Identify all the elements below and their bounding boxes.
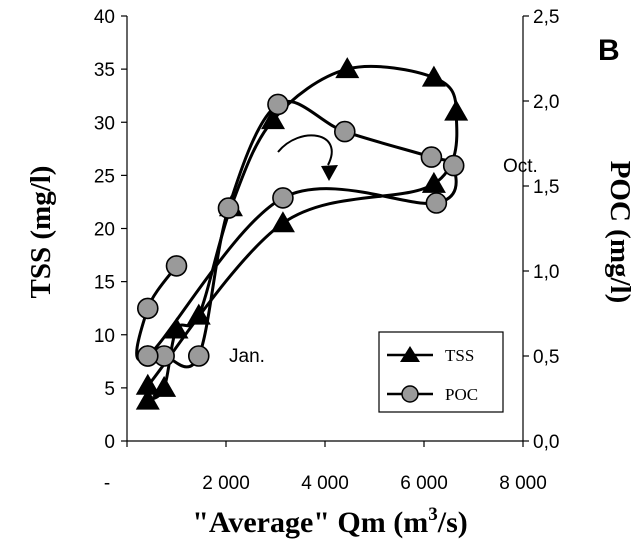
annotation-jan: Jan. xyxy=(229,346,265,367)
y-left-tick-label: 40 xyxy=(94,7,115,28)
point-tss xyxy=(152,375,177,397)
ticks: 0 5 10 15 20 25 30 35 40 0,0 0,5 1,0 1,5 2,0 2,5 - 2 000… xyxy=(94,7,560,494)
point-tss xyxy=(186,303,211,325)
y-axis-right-title: POC (mg/l) xyxy=(604,161,636,304)
curved-arrow-path xyxy=(277,134,333,166)
point-poc xyxy=(217,197,240,219)
panel-label: B xyxy=(598,34,620,67)
x-axis-title-tail: /s) xyxy=(437,506,468,539)
y-right-tick-label: 2,5 xyxy=(533,7,559,28)
y-left-tick-label: 0 xyxy=(104,432,115,453)
y-axis-left-title: TSS (mg/l) xyxy=(25,166,57,299)
curved-arrow-head xyxy=(321,165,338,181)
point-poc xyxy=(333,120,356,143)
point-tss xyxy=(135,373,160,395)
point-tss xyxy=(335,57,360,79)
y-left-tick-label: 35 xyxy=(94,60,115,81)
x-tick-label: 2 000 xyxy=(202,473,250,494)
x-axis-title-main: "Average" Qm (m xyxy=(192,506,428,539)
point-tss xyxy=(270,211,295,233)
x-axis-title: "Average" Qm (m3/s) xyxy=(192,504,468,539)
point-tss xyxy=(421,171,446,193)
y-right-tick-label: 0,5 xyxy=(533,347,559,368)
x-tick-label: 6 000 xyxy=(400,473,448,494)
y-right-tick-label: 0,0 xyxy=(533,432,559,453)
y-left-tick-label: 5 xyxy=(104,379,115,400)
legend-poc-marker xyxy=(401,385,419,403)
point-tss xyxy=(421,65,446,87)
legend: TSS POC xyxy=(378,331,504,413)
y-left-tick-label: 20 xyxy=(94,220,115,241)
y-left-tick-label: 30 xyxy=(94,113,115,134)
legend-poc-label: POC xyxy=(445,385,478,404)
point-tss xyxy=(261,108,286,130)
series-line-poc xyxy=(135,99,458,369)
markers xyxy=(135,57,469,410)
point-tss xyxy=(164,317,189,339)
y-left-tick-label: 15 xyxy=(94,273,115,294)
annotations: Jan. Oct. xyxy=(229,156,538,367)
y-right-tick-label: 1,5 xyxy=(533,177,559,198)
x-tick-label: 4 000 xyxy=(301,473,349,494)
y-left-tick-label: 10 xyxy=(94,326,115,347)
legend-box xyxy=(378,331,504,413)
point-poc xyxy=(136,297,159,320)
y-right-tick-label: 1,0 xyxy=(533,262,559,283)
curved-arrow xyxy=(277,134,338,181)
point-poc xyxy=(442,154,465,177)
point-poc xyxy=(425,192,448,214)
x-tick-label: 8 000 xyxy=(499,473,547,494)
point-poc xyxy=(420,146,443,168)
y-right-tick-label: 2,0 xyxy=(533,92,559,113)
annotation-oct: Oct. xyxy=(503,156,538,177)
point-poc xyxy=(267,93,289,116)
legend-tss-label: TSS xyxy=(445,346,474,365)
point-poc xyxy=(136,345,159,367)
x-tick-label: - xyxy=(104,473,110,494)
point-poc xyxy=(187,345,210,367)
point-poc xyxy=(165,255,188,277)
point-tss xyxy=(444,99,469,121)
point-tss xyxy=(135,388,160,410)
x-axis-title-sup: 3 xyxy=(428,504,438,525)
legend-tss-marker xyxy=(400,346,420,362)
point-poc xyxy=(272,187,294,209)
y-left-tick-label: 25 xyxy=(94,166,115,187)
